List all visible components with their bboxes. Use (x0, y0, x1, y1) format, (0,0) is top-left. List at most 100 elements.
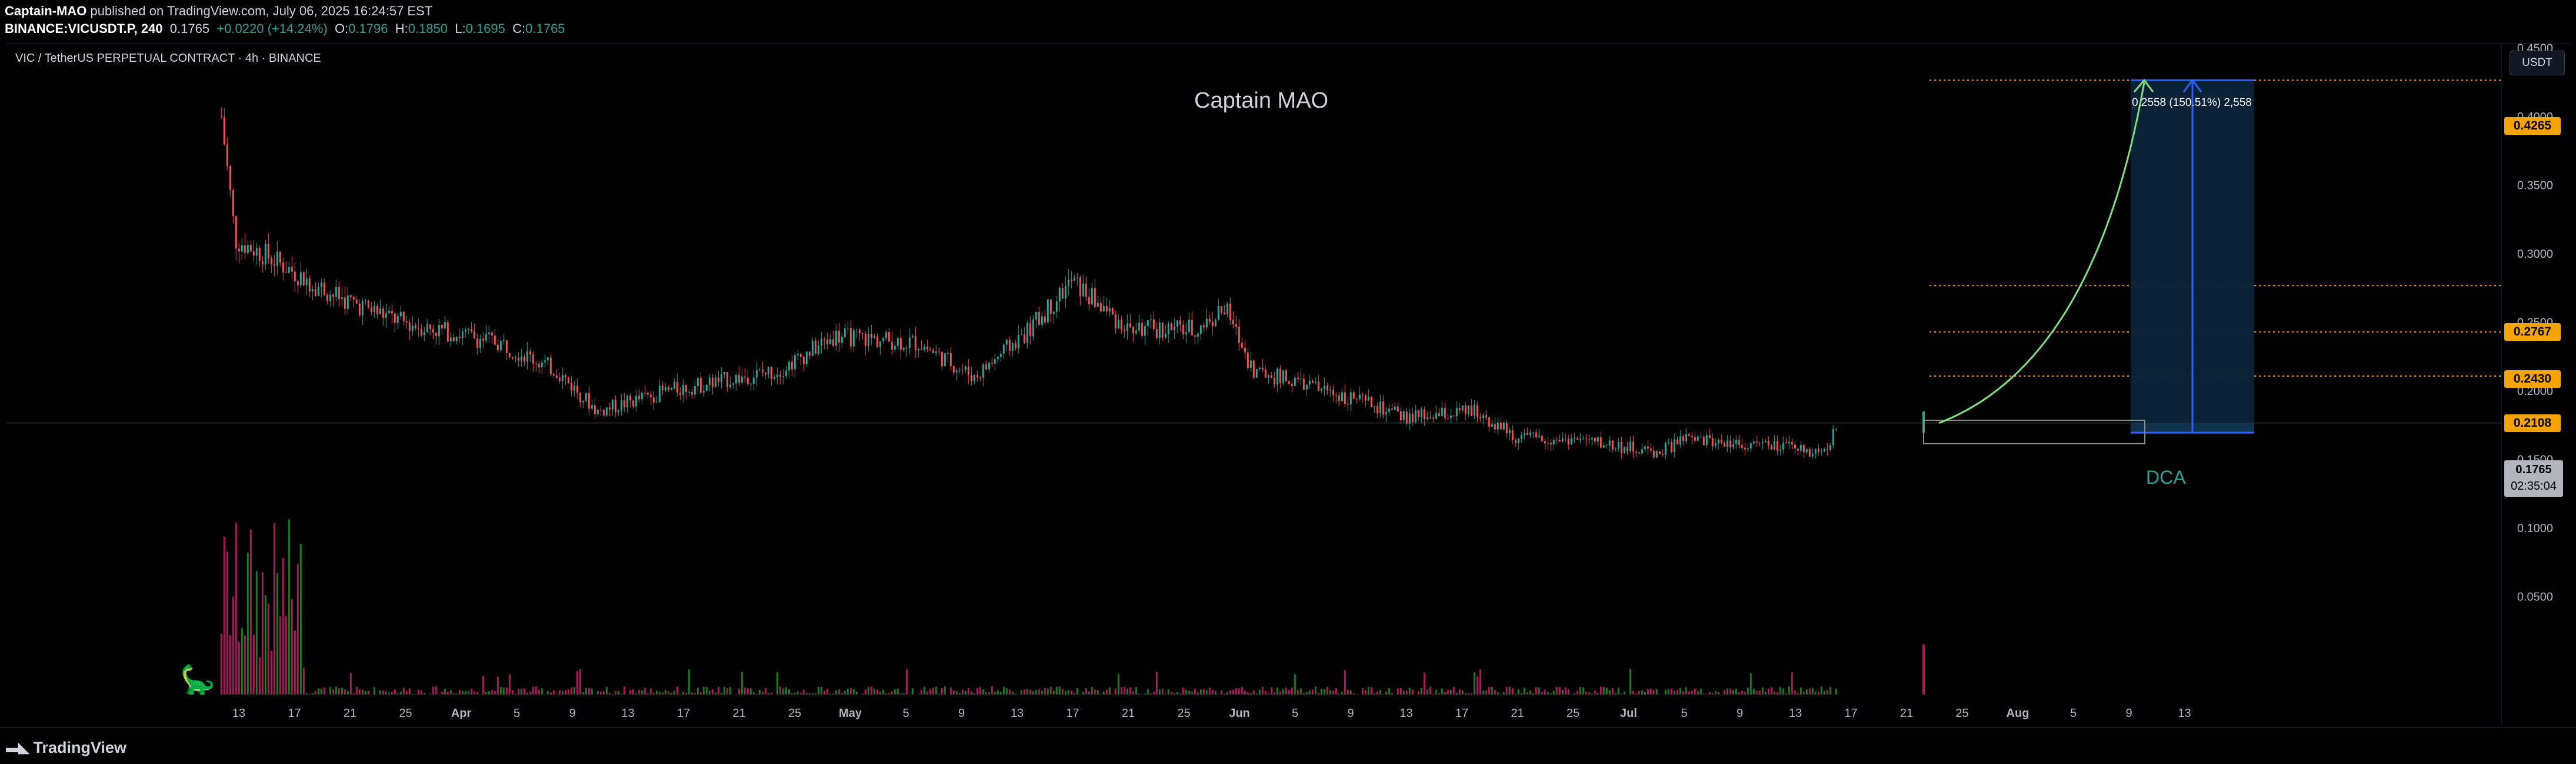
volume-bar (729, 687, 731, 695)
volume-bar (747, 688, 749, 695)
candle-body (638, 396, 640, 399)
candle-body (1697, 437, 1699, 441)
footer: ▬◣ TradingView (0, 728, 2576, 764)
volume-bar (1132, 692, 1134, 695)
volume-bar (862, 693, 864, 695)
candle-body (291, 267, 293, 271)
volume-bar (1582, 687, 1584, 695)
candle-body (971, 376, 972, 381)
candle-body (803, 357, 805, 364)
volume-bar (1515, 693, 1517, 695)
volume-bar (1262, 687, 1264, 695)
volume-bar (1503, 692, 1505, 695)
candle-body (1791, 442, 1793, 444)
projection-curve (1939, 82, 2144, 423)
candle-body (1762, 442, 1764, 443)
candle-body (1071, 280, 1072, 281)
volume-bar (1297, 690, 1299, 695)
volume-bar (1735, 689, 1737, 695)
level-tag[interactable]: 0.2108 (2504, 414, 2561, 432)
volume-bar (1656, 689, 1658, 695)
candle-body (1538, 436, 1540, 437)
volume-bar (1332, 691, 1334, 695)
candle-body (576, 386, 578, 393)
candle-body (797, 354, 799, 355)
volume-bar (1477, 676, 1478, 695)
candle-body (515, 357, 516, 358)
candle-body (800, 354, 802, 357)
candle-body (921, 349, 922, 350)
candle-body (691, 392, 693, 394)
volume-bar (741, 672, 743, 695)
candle-body (1091, 288, 1093, 304)
candle-body (835, 331, 837, 346)
candle-body (1777, 441, 1778, 450)
candle-body (891, 342, 893, 350)
volume-bar (703, 687, 705, 695)
candle-body (1444, 408, 1446, 418)
candle-body (1482, 415, 1484, 418)
volume-bar (253, 635, 255, 695)
volume-bar (1621, 694, 1622, 695)
candle-body (1174, 327, 1175, 330)
volume-bar (1524, 687, 1525, 695)
candle-body (824, 339, 825, 340)
candle-body (403, 312, 405, 321)
candle-body (259, 248, 261, 261)
candle-body (756, 370, 758, 377)
volume-bar (971, 692, 972, 695)
currency-button[interactable]: USDT (2510, 51, 2565, 75)
volume-bar (574, 687, 575, 695)
volume-bar (1579, 687, 1581, 695)
candle-body (947, 353, 949, 354)
candle-body (456, 337, 458, 341)
candle-body (850, 328, 852, 347)
candle-body (447, 322, 449, 341)
candle-body (1227, 304, 1228, 314)
candle-body (1006, 340, 1008, 344)
volume-bar (597, 691, 599, 695)
volume-bar (1562, 690, 1564, 695)
level-tag[interactable]: 0.4265 (2504, 117, 2561, 135)
volume-bar (932, 687, 934, 695)
tradingview-logo[interactable]: ▬◣ TradingView (6, 739, 126, 757)
candle-body (632, 401, 634, 407)
level-tag[interactable]: 0.2767 (2504, 323, 2561, 341)
candle-body (706, 385, 708, 391)
candle-body (821, 339, 822, 346)
current-price-tag[interactable]: 0.1765 02:35:04 (2504, 460, 2563, 497)
volume-bar (476, 692, 478, 695)
volume-bar (503, 687, 505, 695)
volume-bar (1229, 690, 1231, 695)
candle-body (1338, 396, 1340, 401)
volume-bar (1250, 693, 1252, 695)
candle-body (382, 308, 384, 318)
volume-bar (585, 688, 587, 695)
candle-body (1094, 288, 1096, 307)
candle-body (1162, 323, 1164, 338)
candle-body (609, 407, 611, 409)
candle-body (312, 289, 314, 291)
volume-bar (653, 693, 655, 695)
volume-bar (1182, 687, 1184, 695)
volume-bar (1829, 687, 1831, 695)
candle-body (1074, 278, 1075, 281)
candle-body (1412, 414, 1414, 423)
candle-body (644, 393, 646, 394)
candle-body (1168, 323, 1169, 334)
candle-body (1153, 320, 1155, 329)
candle-body (274, 264, 275, 266)
volume-bar (1015, 693, 1017, 695)
candle-body (1062, 288, 1064, 298)
candle-body (885, 332, 887, 338)
level-tag[interactable]: 0.2430 (2504, 370, 2561, 388)
candle-body (1215, 320, 1217, 326)
candle-body (488, 333, 490, 334)
volume-bar (1194, 689, 1196, 695)
volume-bar (1506, 687, 1508, 695)
volume-bar (1409, 688, 1411, 695)
candle-body (1438, 413, 1440, 416)
volume-bar (865, 689, 867, 695)
candle-body (688, 392, 690, 393)
